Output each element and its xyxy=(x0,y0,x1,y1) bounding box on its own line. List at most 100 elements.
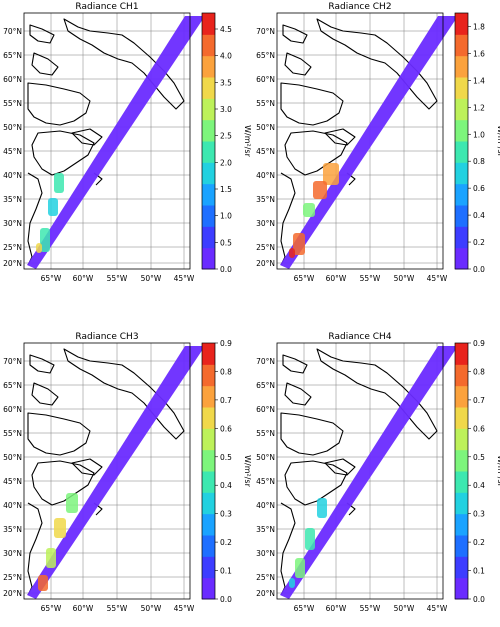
coastline xyxy=(316,348,438,440)
lat-tick-label: 20°N xyxy=(3,259,22,268)
lat-tick-label: 20°N xyxy=(3,589,22,598)
colorbar-segment xyxy=(455,226,468,249)
colorbar-segment xyxy=(202,162,215,185)
colorbar-segment xyxy=(202,141,215,163)
lon-tick-label: 60°W xyxy=(73,604,94,613)
lon-tick-label: 60°W xyxy=(326,274,347,283)
coastline xyxy=(316,18,438,110)
lon-tick-label: 45°W xyxy=(174,604,195,613)
colorbar-segment xyxy=(455,13,468,35)
colorbar-tick-label: 0.3 xyxy=(473,510,485,519)
coastline xyxy=(284,382,312,406)
lat-tick-label: 35°N xyxy=(3,195,22,204)
lat-tick-label: 65°N xyxy=(256,51,275,60)
colorbar-segment xyxy=(202,556,215,579)
coastline xyxy=(324,458,356,476)
lon-tick-label: 50°W xyxy=(394,274,415,283)
colorbar-tick-label: 4.0 xyxy=(220,52,232,61)
radiance-patch xyxy=(289,248,295,258)
colorbar-segment xyxy=(202,449,215,472)
coastline xyxy=(71,458,103,476)
radiance-patch xyxy=(305,528,315,550)
lon-tick-label: 60°W xyxy=(326,604,347,613)
colorbar-segment xyxy=(202,98,215,121)
lat-tick-label: 70°N xyxy=(3,357,22,366)
colorbar-border xyxy=(454,342,469,600)
coastline xyxy=(27,412,91,456)
coastline xyxy=(31,382,59,406)
colorbar-tick-label: 0.1 xyxy=(473,567,485,576)
colorbar: 0.0 0.1 0.2 0.3 0.4 0.5 0.6 0.7 0.8 0.9 xyxy=(454,339,485,604)
colorbar-tick-label: 0.5 xyxy=(220,238,232,247)
panel-radiance-ch1: Radiance CH1 70°N 65°N 60°N 55°N 50°N 45°N 40°N… xyxy=(3,2,252,283)
panel-title: Radiance CH1 xyxy=(75,2,138,12)
colorbar-segment xyxy=(455,535,468,557)
lat-tick-label: 25°N xyxy=(256,243,275,252)
lat-tick-label: 55°N xyxy=(256,99,275,108)
colorbar-unit-label: W/m²/sr xyxy=(496,455,500,487)
coastline xyxy=(280,172,296,266)
colorbar-unit-label: W/m²/sr xyxy=(243,455,252,487)
lat-tick-label: 20°N xyxy=(256,259,275,268)
lat-tick-label: 35°N xyxy=(3,525,22,534)
lon-tick-label: 45°W xyxy=(174,274,195,283)
colorbar-tick-label: 1.0 xyxy=(473,130,485,139)
lat-tick-label: 65°N xyxy=(3,51,22,60)
colorbar-segment xyxy=(202,13,215,35)
lat-tick-label: 60°N xyxy=(3,75,22,84)
colorbar-tick-label: 0.1 xyxy=(220,567,232,576)
lat-tick-label: 45°N xyxy=(3,477,22,486)
lon-tick-label: 50°W xyxy=(141,604,162,613)
colorbar: 0.0 0.5 1.0 1.5 2.0 2.5 3.0 3.5 4.0 4.5 xyxy=(201,12,232,274)
radiance-patch xyxy=(293,233,305,255)
radiance-patch xyxy=(317,498,327,518)
colorbar-tick-label: 0.6 xyxy=(220,424,232,433)
colorbar-segment xyxy=(455,492,468,515)
radiance-patch xyxy=(48,198,58,216)
colorbar-tick-label: 2.5 xyxy=(220,132,232,141)
lon-tick-label: 45°W xyxy=(427,274,448,283)
lat-tick-label: 50°N xyxy=(256,123,275,132)
coastline xyxy=(324,128,356,146)
lat-tick-label: 70°N xyxy=(256,27,275,36)
colorbar-tick-label: 0.2 xyxy=(473,538,485,547)
lon-tick-label: 55°W xyxy=(107,604,128,613)
colorbar-tick-label: 0.0 xyxy=(473,595,485,604)
lat-tick-label: 50°N xyxy=(3,123,22,132)
lon-tick-label: 55°W xyxy=(360,274,381,283)
colorbar-segment xyxy=(455,407,468,429)
lon-tick-label: 50°W xyxy=(394,604,415,613)
map-border xyxy=(23,12,191,270)
colorbar-segment xyxy=(455,343,468,365)
colorbar-tick-label: 0.0 xyxy=(473,265,485,274)
colorbar-tick-label: 0.0 xyxy=(220,265,232,274)
lat-tick-label: 25°N xyxy=(256,573,275,582)
lat-tick-label: 30°N xyxy=(3,549,22,558)
colorbar-segment xyxy=(202,513,215,536)
satellite-swath xyxy=(27,346,205,599)
colorbar-segment xyxy=(202,428,215,451)
coastline xyxy=(71,128,103,146)
colorbar-segment xyxy=(202,34,215,57)
coastline xyxy=(27,502,43,596)
map-area xyxy=(276,342,458,600)
colorbar-tick-label: 1.0 xyxy=(220,212,232,221)
coastline xyxy=(29,24,55,44)
lon-tick-label: 65°W xyxy=(41,274,62,283)
colorbar-tick-label: 0.2 xyxy=(220,538,232,547)
lat-tick-label: 25°N xyxy=(3,243,22,252)
colorbar-segment xyxy=(455,98,468,121)
colorbar-segment xyxy=(455,205,468,227)
colorbar-border xyxy=(201,12,216,270)
colorbar-segment xyxy=(202,385,215,408)
colorbar-border xyxy=(454,12,469,270)
coastline xyxy=(27,172,43,266)
lat-tick-label: 65°N xyxy=(256,381,275,390)
map-area xyxy=(23,342,205,600)
coastline xyxy=(284,52,312,76)
coastline xyxy=(63,348,185,440)
colorbar-tick-label: 4.5 xyxy=(220,25,232,34)
lat-tick-label: 50°N xyxy=(3,453,22,462)
lat-tick-label: 45°N xyxy=(3,147,22,156)
